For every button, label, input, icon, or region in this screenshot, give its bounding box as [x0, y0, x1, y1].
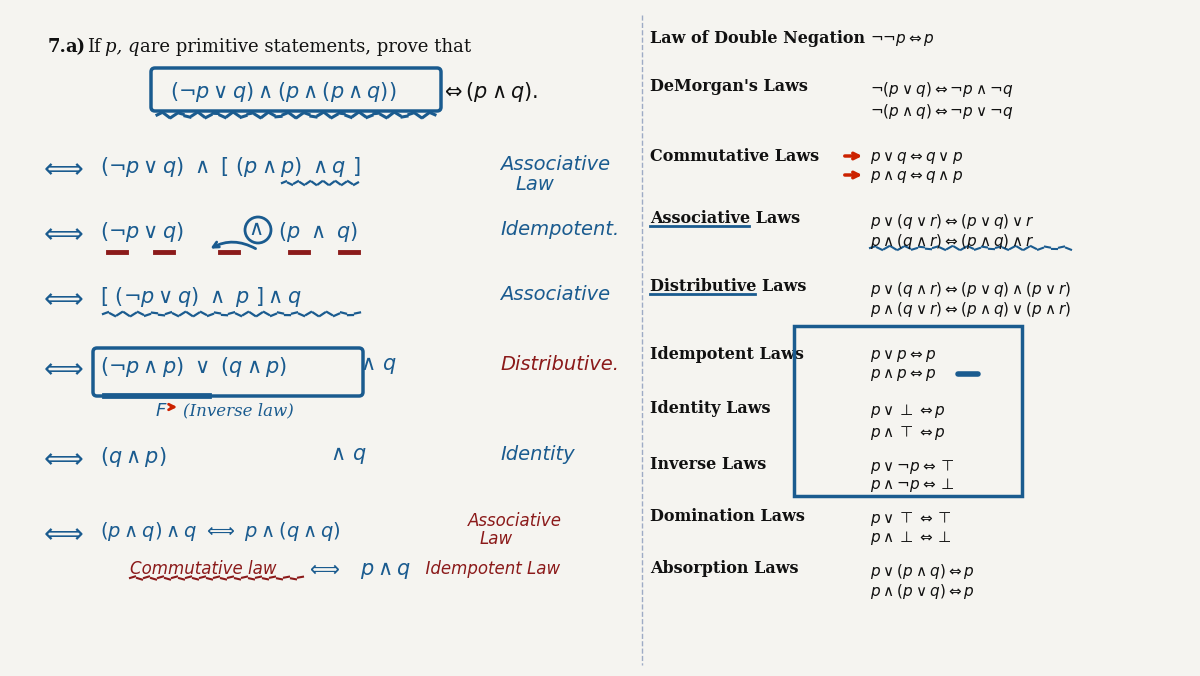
Text: $p\vee(q\vee r)\Leftrightarrow(p\vee q)\vee r$: $p\vee(q\vee r)\Leftrightarrow(p\vee q)\… — [870, 212, 1036, 231]
Text: Idempotent.: Idempotent. — [500, 220, 619, 239]
Text: If: If — [88, 38, 101, 56]
Text: $p\wedge\top\Leftrightarrow p$: $p\wedge\top\Leftrightarrow p$ — [870, 424, 946, 442]
Text: $\Leftrightarrow (p \wedge q).$: $\Leftrightarrow (p \wedge q).$ — [440, 80, 539, 104]
Text: Identity Laws: Identity Laws — [650, 400, 770, 417]
Text: $\wedge$: $\wedge$ — [248, 220, 263, 239]
Text: $\neg(p\wedge q)\Leftrightarrow\neg p\vee\neg q$: $\neg(p\wedge q)\Leftrightarrow\neg p\ve… — [870, 102, 1013, 121]
Text: Commutative law: Commutative law — [130, 560, 276, 578]
Text: $\Longleftrightarrow$: $\Longleftrightarrow$ — [38, 445, 84, 472]
Text: $p\vee\bot\Leftrightarrow p$: $p\vee\bot\Leftrightarrow p$ — [870, 402, 946, 420]
Text: Distributive.: Distributive. — [500, 355, 619, 374]
Text: DeMorgan's Laws: DeMorgan's Laws — [650, 78, 808, 95]
Text: $p\wedge q$: $p\wedge q$ — [360, 560, 412, 581]
Text: $p\vee q\Leftrightarrow q\vee p$: $p\vee q\Leftrightarrow q\vee p$ — [870, 150, 964, 166]
Text: $p\vee(q\wedge r)\Leftrightarrow(p\vee q)\wedge(p\vee r)$: $p\vee(q\wedge r)\Leftrightarrow(p\vee q… — [870, 280, 1072, 299]
Text: Law: Law — [480, 530, 514, 548]
Text: $\Longleftrightarrow$: $\Longleftrightarrow$ — [38, 355, 84, 382]
Text: $(q\wedge p)$: $(q\wedge p)$ — [100, 445, 167, 469]
Text: Associative: Associative — [500, 155, 610, 174]
Text: $\Longleftrightarrow$: $\Longleftrightarrow$ — [38, 155, 84, 182]
Text: 7.: 7. — [48, 38, 67, 56]
Text: Associative: Associative — [468, 512, 562, 530]
Text: $(p\wedge q)\wedge q\ \Longleftrightarrow\ p\wedge(q\wedge q)$: $(p\wedge q)\wedge q\ \Longleftrightarro… — [100, 520, 341, 543]
Text: $\Longleftrightarrow$: $\Longleftrightarrow$ — [38, 285, 84, 312]
Text: $\wedge\ q$: $\wedge\ q$ — [330, 445, 366, 466]
Text: Associative Laws: Associative Laws — [650, 210, 800, 227]
Text: $(p\ \wedge\ q)$: $(p\ \wedge\ q)$ — [278, 220, 358, 244]
Text: $F$: $F$ — [155, 402, 168, 420]
Text: Identity: Identity — [500, 445, 575, 464]
Text: $p\vee\top\Leftrightarrow\top$: $p\vee\top\Leftrightarrow\top$ — [870, 510, 952, 528]
Text: Law of Double Negation: Law of Double Negation — [650, 30, 865, 47]
Text: $(\neg p\vee q)$: $(\neg p\vee q)$ — [100, 220, 184, 244]
Text: Absorption Laws: Absorption Laws — [650, 560, 798, 577]
Text: $\Longleftrightarrow$: $\Longleftrightarrow$ — [38, 220, 84, 247]
Text: Inverse Laws: Inverse Laws — [650, 456, 767, 473]
Text: $\neg(p\vee q)\Leftrightarrow\neg p\wedge\neg q$: $\neg(p\vee q)\Leftrightarrow\neg p\wedg… — [870, 80, 1013, 99]
Text: $p\wedge(q\wedge r)\Leftrightarrow(p\wedge q)\wedge r$: $p\wedge(q\wedge r)\Leftrightarrow(p\wed… — [870, 232, 1036, 251]
Text: Idempotent Laws: Idempotent Laws — [650, 346, 804, 363]
Text: $p\wedge(p\vee q)\Leftrightarrow p$: $p\wedge(p\vee q)\Leftrightarrow p$ — [870, 582, 974, 601]
Text: $\neg\neg p\Leftrightarrow p$: $\neg\neg p\Leftrightarrow p$ — [870, 32, 935, 48]
Text: a): a) — [65, 38, 85, 56]
Text: Idempotent Law: Idempotent Law — [415, 560, 560, 578]
Text: $p\wedge\bot\Leftrightarrow\bot$: $p\wedge\bot\Leftrightarrow\bot$ — [870, 529, 952, 547]
Text: $p\vee p\Leftrightarrow p$: $p\vee p\Leftrightarrow p$ — [870, 348, 936, 364]
Text: $[\ (\neg p\vee q)\ \wedge\ p\ ] \wedge q$: $[\ (\neg p\vee q)\ \wedge\ p\ ] \wedge … — [100, 285, 301, 309]
Text: $p\wedge p\Leftrightarrow p$: $p\wedge p\Leftrightarrow p$ — [870, 367, 936, 383]
Text: (Inverse law): (Inverse law) — [182, 402, 294, 419]
Text: $\Longleftrightarrow$: $\Longleftrightarrow$ — [38, 520, 84, 547]
Text: $(\neg p\wedge p)\ \vee\ (q\wedge p)$: $(\neg p\wedge p)\ \vee\ (q\wedge p)$ — [100, 355, 287, 379]
Text: $\Longleftrightarrow$: $\Longleftrightarrow$ — [305, 560, 340, 579]
Text: $p\wedge q\Leftrightarrow q\wedge p$: $p\wedge q\Leftrightarrow q\wedge p$ — [870, 169, 964, 185]
Text: Commutative Laws: Commutative Laws — [650, 148, 820, 165]
Text: $(\neg p\vee q)\ \wedge\ [\ (p\wedge p)\ \wedge q\ ]$: $(\neg p\vee q)\ \wedge\ [\ (p\wedge p)\… — [100, 155, 360, 179]
Text: Distributive Laws: Distributive Laws — [650, 278, 806, 295]
Text: Law: Law — [515, 175, 554, 194]
Text: $\wedge\ q$: $\wedge\ q$ — [360, 355, 396, 376]
Text: $p\vee(p\wedge q)\Leftrightarrow p$: $p\vee(p\wedge q)\Leftrightarrow p$ — [870, 562, 974, 581]
Text: Domination Laws: Domination Laws — [650, 508, 805, 525]
Text: are primitive statements, prove that: are primitive statements, prove that — [140, 38, 472, 56]
Text: Associative: Associative — [500, 285, 610, 304]
Text: $p\vee\neg p\Leftrightarrow\top$: $p\vee\neg p\Leftrightarrow\top$ — [870, 458, 955, 476]
Text: p, q: p, q — [106, 38, 139, 56]
Text: $p\wedge\neg p\Leftrightarrow\bot$: $p\wedge\neg p\Leftrightarrow\bot$ — [870, 476, 955, 494]
Text: $(\neg p \vee q) \wedge (p \wedge (p \wedge q))$: $(\neg p \vee q) \wedge (p \wedge (p \we… — [170, 80, 396, 104]
Text: $p\wedge(q\vee r)\Leftrightarrow(p\wedge q)\vee(p\wedge r)$: $p\wedge(q\vee r)\Leftrightarrow(p\wedge… — [870, 300, 1072, 319]
